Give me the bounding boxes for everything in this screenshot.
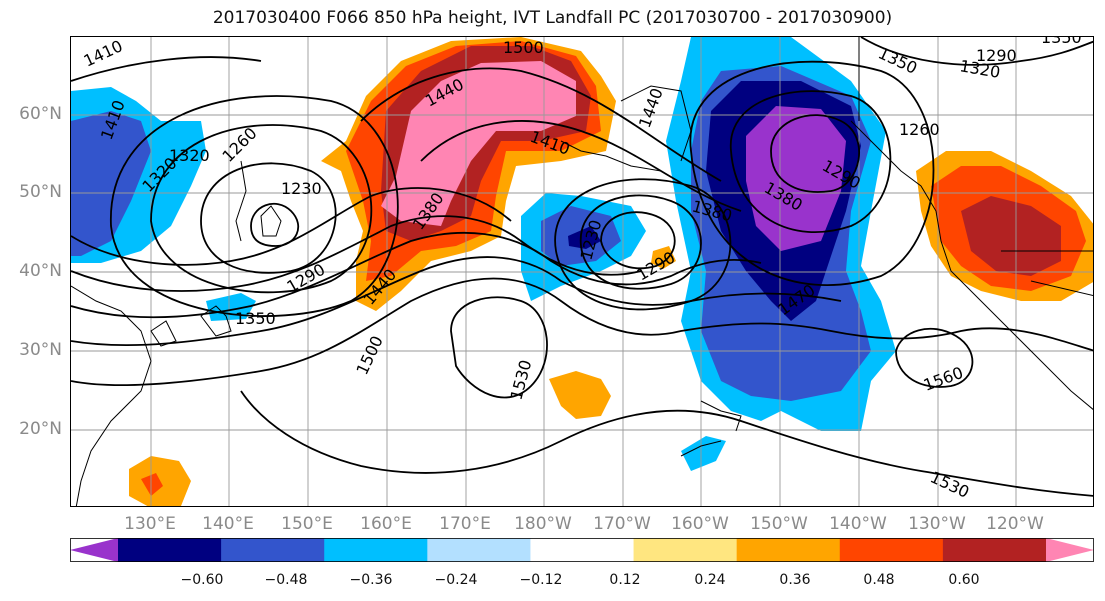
- colorbar: [70, 538, 1094, 562]
- lon-label-170w: 170°W: [593, 514, 651, 534]
- colorbar-tick-p024: 0.24: [694, 572, 726, 588]
- colorbar-tick-p060: 0.60: [948, 572, 980, 588]
- contour-label: 1530: [507, 358, 536, 402]
- colorbar-tick-n024: −0.24: [434, 572, 478, 588]
- contour-label: 1350: [235, 309, 276, 328]
- central-negative-darkcore: [568, 226, 601, 249]
- lon-label-180w: 180°W: [514, 514, 572, 534]
- colorbar-segment: [839, 538, 944, 562]
- contour-label: 1500: [352, 333, 386, 378]
- map-canvas: 1410 1500 1440 1410 1320 1260 1230 1290 …: [71, 37, 1093, 506]
- contour-label: 1320: [169, 146, 210, 165]
- lat-label-30n: 30°N: [19, 340, 62, 360]
- lon-label-170e: 170°E: [439, 514, 491, 534]
- colorbar-tick-n012: −0.12: [519, 572, 563, 588]
- lat-label-50n: 50°N: [19, 182, 62, 202]
- small-blue-patch: [206, 293, 256, 321]
- contour-label: 1560: [921, 363, 966, 395]
- colorbar-tick-n060: −0.60: [180, 572, 224, 588]
- subtropic-positive-patch: [549, 371, 611, 419]
- colorbar-tick-p012: 0.12: [609, 572, 641, 588]
- colorbar-segment: [324, 538, 428, 562]
- negative-islands: [681, 436, 726, 471]
- contour-label: 1440: [635, 86, 667, 131]
- west-negative-core: [71, 111, 151, 256]
- lon-label-140w: 140°W: [829, 514, 887, 534]
- colorbar-segment: [427, 538, 531, 562]
- colorbar-segment: [942, 538, 1047, 562]
- contour-label: 1350: [1041, 37, 1082, 47]
- graticule: [71, 37, 1093, 506]
- contour-label: 1500: [503, 38, 544, 57]
- lon-label-130w: 130°W: [908, 514, 966, 534]
- colorbar-segment: [118, 538, 222, 562]
- lon-label-150w: 150°W: [750, 514, 808, 534]
- lon-label-120w: 120°W: [986, 514, 1044, 534]
- coastlines: [71, 37, 1093, 506]
- colorbar-tick-n048: −0.48: [264, 572, 308, 588]
- uscoast-positive-darkred: [961, 196, 1061, 276]
- contour-label: 1230: [281, 179, 322, 198]
- lon-label-160e: 160°E: [360, 514, 412, 534]
- contour-label: 1530: [927, 467, 972, 501]
- colorbar-extend-high: [1046, 538, 1094, 562]
- colorbar-segment: [221, 538, 325, 562]
- lon-label-150e: 150°E: [281, 514, 333, 534]
- contour-label: 1290: [976, 46, 1017, 65]
- southwest-positive-core: [141, 473, 163, 496]
- height-contours: [71, 37, 1093, 497]
- contour-label: 1410: [81, 37, 126, 71]
- contour-label: 1350: [875, 43, 920, 77]
- lat-label-40n: 40°N: [19, 261, 62, 281]
- colorbar-segment: [530, 538, 635, 562]
- lon-label-160w: 160°W: [671, 514, 729, 534]
- map-plot: 1410 1500 1440 1410 1320 1260 1230 1290 …: [70, 36, 1094, 507]
- east-negative-purple: [746, 106, 846, 251]
- colorbar-segment: [633, 538, 738, 562]
- colorbar-tick-n036: −0.36: [349, 572, 393, 588]
- colorbar-segment: [736, 538, 841, 562]
- contour-label: 1260: [899, 120, 940, 139]
- contour-label: 1260: [218, 124, 260, 166]
- lon-label-130e: 130°E: [124, 514, 176, 534]
- lat-label-60n: 60°N: [19, 104, 62, 124]
- map-title: 2017030400 F066 850 hPa height, IVT Land…: [212, 8, 893, 28]
- north-positive-pink: [381, 61, 576, 226]
- colorbar-tick-p048: 0.48: [863, 572, 895, 588]
- lon-label-140e: 140°E: [202, 514, 254, 534]
- lat-label-20n: 20°N: [19, 419, 62, 439]
- colorbar-extend-low: [70, 538, 118, 562]
- central-positive-dot: [651, 246, 676, 269]
- colorbar-tick-p036: 0.36: [779, 572, 811, 588]
